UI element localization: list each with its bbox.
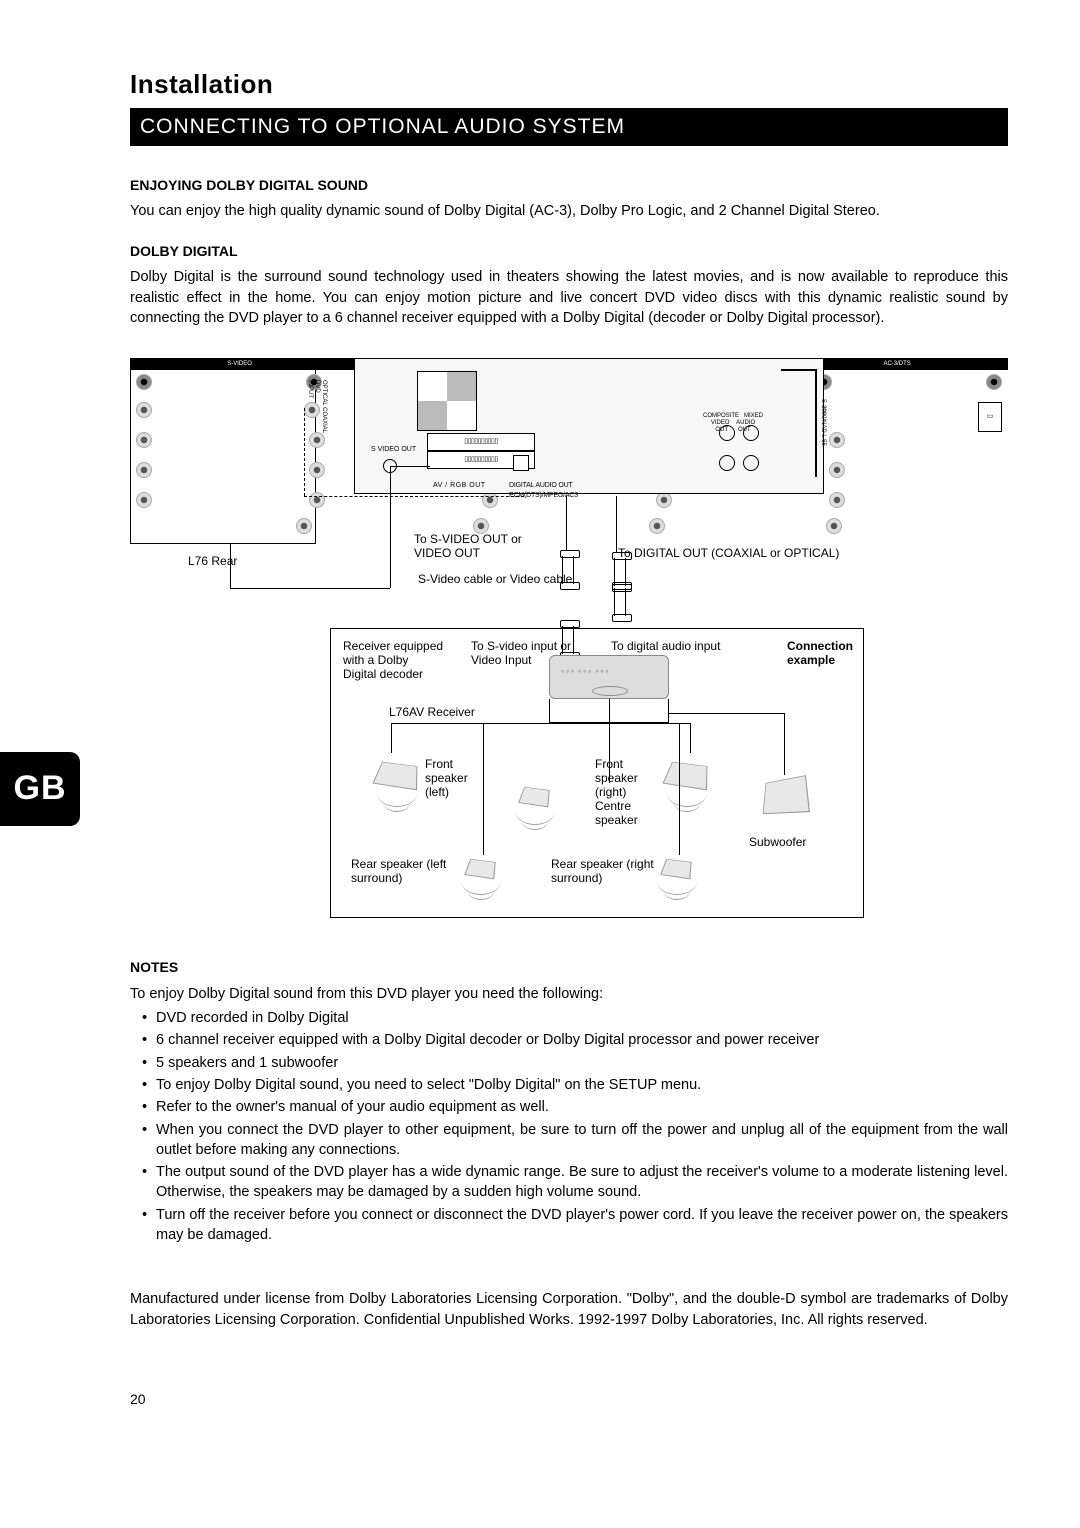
notes-item: 6 channel receiver equipped with a Dolby… xyxy=(142,1030,1008,1050)
label-fsr: Front speaker (right) xyxy=(595,757,638,799)
receiver-box: Receiver equipped with a Dolby Digital d… xyxy=(330,628,864,918)
heading-notes: NOTES xyxy=(130,958,1008,978)
notes-item: DVD recorded in Dolby Digital xyxy=(142,1008,1008,1028)
language-tab: GB xyxy=(0,752,80,826)
front-speaker-left-icon xyxy=(372,762,417,791)
heading-dolby: DOLBY DIGITAL xyxy=(130,242,1008,262)
centre-speaker-icon xyxy=(518,787,550,808)
callout-to-digin: To digital audio input xyxy=(611,639,720,653)
label-centre: Centre speaker xyxy=(595,799,638,827)
notes-intro: To enjoy Dolby Digital sound from this D… xyxy=(130,984,1008,1004)
label-optical-coax: OPTICAL COAXIALDVDINPUT xyxy=(306,380,327,433)
notes-item: 5 speakers and 1 subwoofer xyxy=(142,1053,1008,1073)
l76-rear-panel: S-VIDEO VIDEO R AUDIO L AC-3/DTS ▭ xyxy=(130,358,316,544)
callout-receiver-desc: Receiver equipped with a Dolby Digital d… xyxy=(343,639,443,681)
callout-to-svideo: To S-VIDEO OUT or VIDEO OUT xyxy=(414,532,522,560)
subwoofer-icon xyxy=(763,775,810,814)
connection-diagram: S-VIDEO VIDEO R AUDIO L AC-3/DTS ▭ xyxy=(130,358,1008,938)
notes-list: DVD recorded in Dolby Digital 6 channel … xyxy=(130,1008,1008,1245)
notes-item: The output sound of the DVD player has a… xyxy=(142,1162,1008,1203)
page-title: Installation xyxy=(130,66,1008,102)
label-rsr: Rear speaker (right surround) xyxy=(551,857,654,885)
hdr-svideo: S-VIDEO xyxy=(227,360,252,368)
callout-sv-cable: S-Video cable or Video cable xyxy=(418,572,572,586)
notes-item: Refer to the owner's manual of your audi… xyxy=(142,1097,1008,1117)
label-l76recv: L76AV Receiver xyxy=(389,705,475,719)
section-bar: CONNECTING TO OPTIONAL AUDIO SYSTEM xyxy=(130,108,1008,145)
trademark-text: Manufactured under license from Dolby La… xyxy=(130,1289,1008,1330)
callout-connection-example: Connection example xyxy=(787,639,853,667)
heading-enjoying: ENJOYING DOLBY DIGITAL SOUND xyxy=(130,176,1008,196)
text-enjoying: You can enjoy the high quality dynamic s… xyxy=(130,201,1008,221)
text-dolby: Dolby Digital is the surround sound tech… xyxy=(130,267,1008,328)
page-number: 20 xyxy=(130,1390,1008,1410)
label-avrgb: AV / RGB OUT xyxy=(433,481,486,491)
label-rsl: Rear speaker (left surround) xyxy=(351,857,446,885)
page: Installation CONNECTING TO OPTIONAL AUDI… xyxy=(0,0,1080,1450)
rear-speaker-right-icon xyxy=(660,859,692,880)
receiver-device-icon: ∘∘∘ ∘∘∘ ∘∘∘ xyxy=(549,655,669,699)
dvd-player-rear: S VIDEO OUT ▯▯▯▯▯▯▯▯▯▯ ▯▯▯▯▯▯▯▯▯▯ AV / R… xyxy=(354,358,824,494)
label-fsl: Front speaker (left) xyxy=(425,757,468,799)
hdr-ac3: AC-3/DTS xyxy=(883,360,910,368)
notes-item: Turn off the receiver before you connect… xyxy=(142,1205,1008,1246)
notes-item: To enjoy Dolby Digital sound, you need t… xyxy=(142,1075,1008,1095)
notes-item: When you connect the DVD player to other… xyxy=(142,1120,1008,1161)
label-svideo-out: S VIDEO OUT xyxy=(371,445,416,455)
label-digital-audio-out: DIGITAL AUDIO OUTPCM(DTS)/MPEG/AC3 xyxy=(509,481,578,501)
callout-to-digital: To DIGITAL OUT (COAXIAL or OPTICAL) xyxy=(618,546,839,560)
label-sub: Subwoofer xyxy=(749,835,806,849)
label-model: S-2000/NAD L 55 xyxy=(819,399,827,446)
rear-speaker-left-icon xyxy=(464,859,496,880)
